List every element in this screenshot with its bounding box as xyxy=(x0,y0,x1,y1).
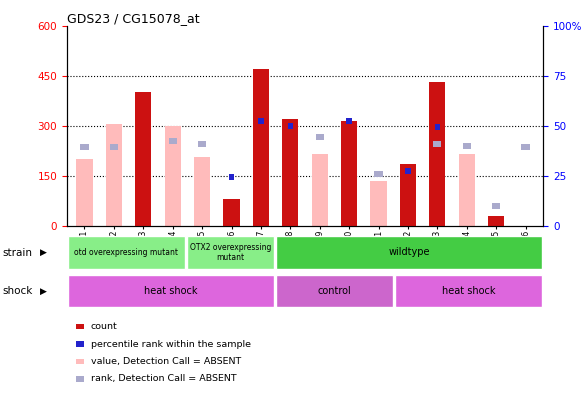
Bar xyxy=(80,145,88,150)
Bar xyxy=(76,159,92,226)
Bar xyxy=(135,92,152,226)
Bar xyxy=(229,174,234,181)
Text: ▶: ▶ xyxy=(40,248,46,257)
Text: percentile rank within the sample: percentile rank within the sample xyxy=(91,340,250,348)
Bar xyxy=(164,126,181,226)
Bar xyxy=(488,216,504,226)
Bar xyxy=(253,69,269,226)
Text: ▶: ▶ xyxy=(40,287,46,295)
Text: shock: shock xyxy=(3,286,33,296)
Bar xyxy=(110,145,118,150)
Text: heat shock: heat shock xyxy=(442,286,496,296)
Bar xyxy=(194,157,210,226)
Bar xyxy=(68,275,274,307)
Bar xyxy=(341,121,357,226)
Text: heat shock: heat shock xyxy=(144,286,198,296)
Text: value, Detection Call = ABSENT: value, Detection Call = ABSENT xyxy=(91,357,241,366)
Bar xyxy=(429,82,446,226)
Bar xyxy=(282,156,299,226)
Bar xyxy=(395,275,542,307)
Bar xyxy=(168,138,177,144)
Bar xyxy=(276,275,393,307)
Bar xyxy=(458,154,475,226)
Bar xyxy=(433,141,442,147)
Text: rank, Detection Call = ABSENT: rank, Detection Call = ABSENT xyxy=(91,375,236,383)
Bar xyxy=(311,154,328,226)
Bar xyxy=(522,145,530,150)
Bar xyxy=(68,236,185,269)
Bar xyxy=(187,236,274,269)
Bar xyxy=(346,118,352,124)
Bar xyxy=(435,124,440,130)
Bar xyxy=(374,171,383,177)
Bar xyxy=(288,123,293,129)
Text: GDS23 / CG15078_at: GDS23 / CG15078_at xyxy=(67,11,199,25)
Bar xyxy=(400,164,416,226)
Bar xyxy=(315,134,324,141)
Bar xyxy=(276,236,542,269)
Text: strain: strain xyxy=(3,248,33,258)
Bar xyxy=(462,143,471,149)
Text: count: count xyxy=(91,322,117,331)
Bar xyxy=(224,199,239,226)
Text: control: control xyxy=(318,286,352,296)
Bar xyxy=(106,124,122,226)
Bar xyxy=(198,141,206,147)
Bar xyxy=(406,168,411,174)
Bar xyxy=(492,203,500,209)
Bar xyxy=(135,103,152,226)
Text: otd overexpressing mutant: otd overexpressing mutant xyxy=(74,248,178,257)
Bar xyxy=(371,181,386,226)
Text: wildtype: wildtype xyxy=(389,248,430,257)
Text: OTX2 overexpressing
mutant: OTX2 overexpressing mutant xyxy=(190,243,271,262)
Bar xyxy=(282,119,299,226)
Bar xyxy=(259,118,264,124)
